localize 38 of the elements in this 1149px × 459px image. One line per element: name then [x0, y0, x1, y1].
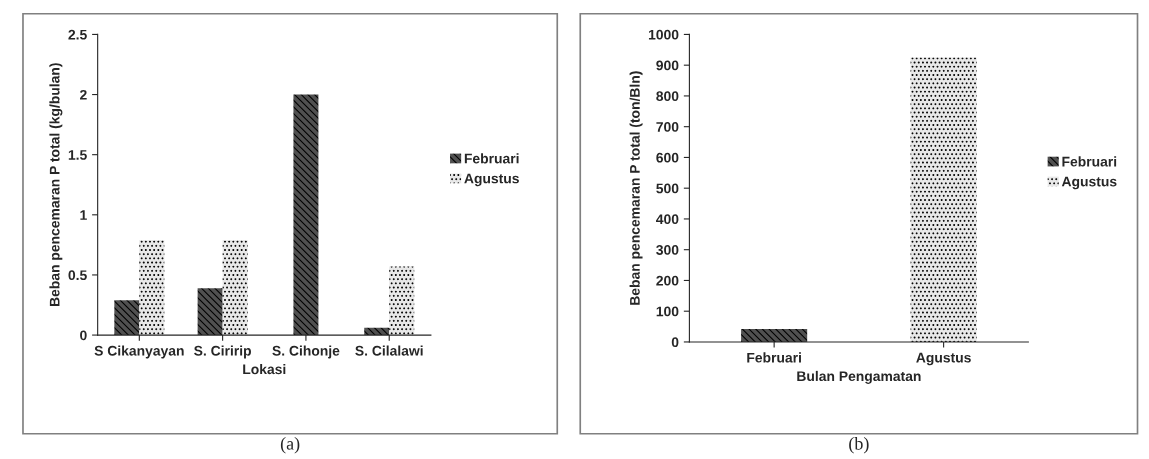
y-tick-label: 0.5 — [68, 270, 87, 281]
y-tick-label: 800 — [656, 91, 679, 102]
y-tick-label: 0 — [671, 337, 679, 348]
bar — [139, 240, 165, 336]
y-tick-label: 2 — [80, 89, 87, 100]
y-tick-label: 1000 — [648, 29, 679, 40]
x-tick-label: S Cikanyayan — [94, 345, 184, 359]
y-tick-label: 600 — [656, 152, 679, 163]
bar — [114, 300, 140, 336]
x-tick-label: S. Ciririp — [194, 345, 251, 359]
y-tick-label: 200 — [656, 275, 679, 286]
y-tick-label: 2.5 — [68, 29, 87, 40]
bar — [197, 288, 223, 336]
y-tick-label: 0 — [80, 330, 87, 341]
y-tick-label: 400 — [656, 214, 679, 225]
bar — [389, 266, 415, 336]
x-axis-title: Lokasi — [243, 363, 286, 375]
legend-label: Agustus — [464, 173, 519, 187]
legend-label: Agustus — [1061, 176, 1117, 190]
y-tick-label: 700 — [656, 122, 679, 132]
x-tick-label: S. Cihonje — [272, 345, 340, 359]
x-tick-label: Agustus — [916, 352, 971, 366]
x-axis-title: Bulan Pengamatan — [797, 370, 921, 384]
y-tick-label: 300 — [656, 245, 679, 255]
y-tick-label: 1 — [80, 210, 87, 220]
y-tick-label: 1.5 — [68, 150, 87, 160]
x-tick-label: S. Cilalawi — [355, 345, 423, 356]
y-axis-title: Beban pencemaran P total (ton/Bln) — [629, 71, 643, 305]
legend-label: Februari — [464, 153, 519, 164]
bar — [222, 240, 248, 336]
x-tick-label: Februari — [747, 352, 801, 363]
text: (a) — [280, 437, 300, 454]
y-tick-label: 500 — [656, 183, 679, 194]
text: (b) — [849, 437, 869, 454]
y-tick-label: 900 — [656, 60, 679, 71]
y-tick-label: 100 — [656, 306, 679, 317]
legend-label: Februari — [1062, 156, 1117, 167]
y-axis-title: Beban pencemaran P total (kg/bulan) — [49, 63, 63, 307]
